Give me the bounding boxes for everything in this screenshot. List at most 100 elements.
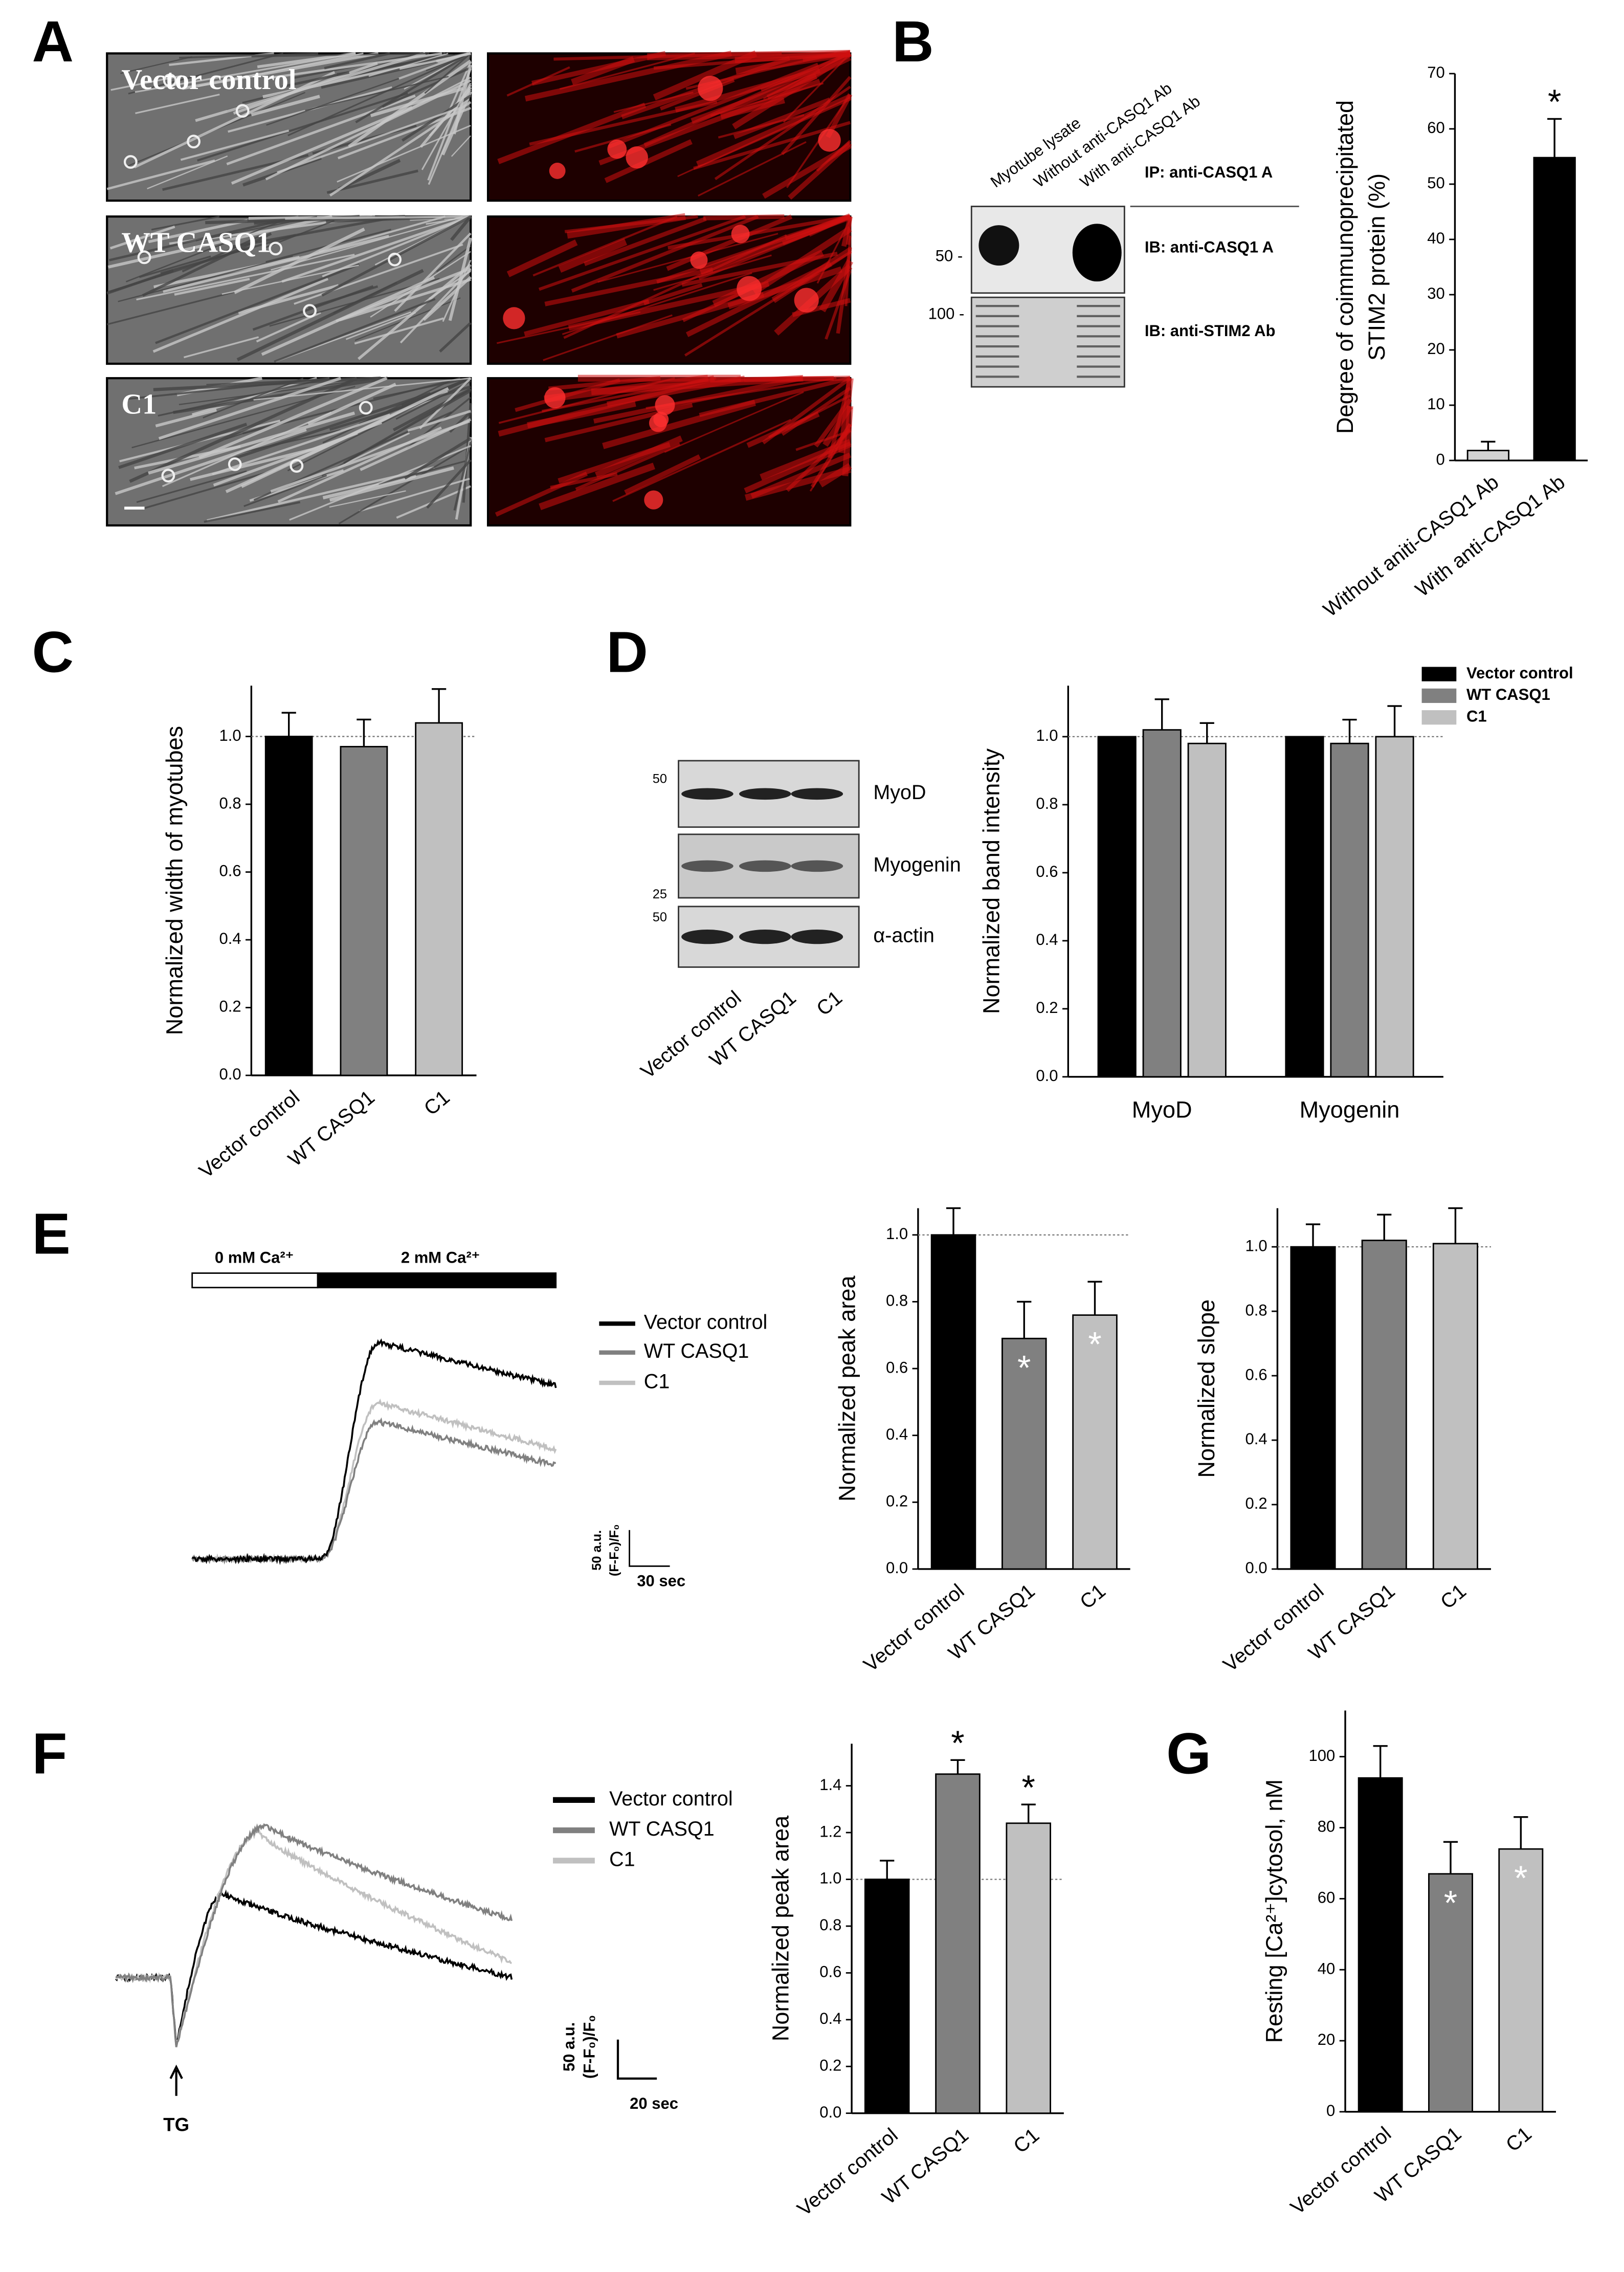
mw-marker: 25 bbox=[653, 887, 667, 901]
y-tick-label: 0.2 bbox=[1036, 999, 1058, 1017]
band bbox=[739, 788, 791, 800]
cell-streak bbox=[204, 501, 301, 523]
error-bar bbox=[1021, 1803, 1036, 1823]
nucleus bbox=[549, 163, 566, 179]
fluor-streak bbox=[574, 123, 672, 153]
bar bbox=[1330, 742, 1369, 1078]
cell-streak bbox=[109, 225, 175, 250]
y-tick-label: 0.6 bbox=[819, 1963, 841, 1981]
y-tick-label: 0 bbox=[1436, 450, 1444, 468]
fluor-streak bbox=[571, 214, 759, 293]
fluor-streak bbox=[836, 247, 852, 334]
cell-streak bbox=[439, 322, 472, 353]
y-axis-label: STIM2 protein (%) bbox=[1364, 173, 1390, 361]
cell-streak bbox=[370, 87, 463, 118]
y-tick-label: 0.0 bbox=[1245, 1559, 1267, 1577]
nucleus bbox=[544, 387, 566, 409]
band bbox=[681, 860, 733, 872]
x-tick-label: Vector control bbox=[1286, 2123, 1395, 2219]
y-tick-label: 0.6 bbox=[1036, 863, 1058, 880]
x-tick-label: Vector control bbox=[859, 1580, 968, 1677]
y-tick-label: 0.8 bbox=[1036, 795, 1058, 812]
fluor-streak bbox=[558, 238, 628, 273]
error-bar bbox=[1448, 1207, 1463, 1244]
row-label: C1 bbox=[121, 389, 157, 421]
y-tick-label: 0.8 bbox=[1245, 1301, 1267, 1319]
y-tick-label: 20 bbox=[1318, 2031, 1336, 2048]
panel-label: B bbox=[892, 9, 934, 74]
cell-streak bbox=[182, 233, 265, 273]
legend-swatch bbox=[1421, 688, 1457, 703]
y-tick-label: 0.8 bbox=[819, 1916, 841, 1934]
trace bbox=[191, 1338, 557, 1565]
cell-streak bbox=[118, 423, 248, 469]
band bbox=[739, 860, 791, 872]
nucleus bbox=[794, 288, 819, 313]
error-bar bbox=[1481, 440, 1496, 451]
cell-streak bbox=[231, 215, 399, 249]
bar bbox=[1006, 1822, 1051, 2114]
x-tick-label: MyoD bbox=[1132, 1096, 1192, 1122]
bar bbox=[1432, 1243, 1478, 1570]
y-tick-label: 1.0 bbox=[219, 726, 241, 744]
legend-swatch bbox=[1421, 710, 1457, 725]
cell-streak bbox=[321, 215, 472, 297]
bar bbox=[1361, 1240, 1407, 1570]
blot-row-label: IB: anti-STIM2 Ab bbox=[1145, 322, 1276, 340]
band bbox=[681, 788, 733, 800]
cell-streak bbox=[158, 377, 342, 440]
x-tick-label: Myogenin bbox=[1300, 1096, 1400, 1122]
fluor-streak bbox=[668, 214, 851, 250]
fluor-streak bbox=[524, 299, 650, 337]
fluor-streak bbox=[584, 216, 707, 267]
bar bbox=[1097, 736, 1137, 1078]
cell-streak bbox=[139, 255, 211, 278]
fluor-streak bbox=[696, 94, 852, 168]
bar bbox=[1142, 729, 1182, 1078]
cell-streak bbox=[148, 411, 355, 475]
cell-streak bbox=[453, 64, 472, 135]
band bbox=[739, 930, 791, 944]
y-tick-label: 10 bbox=[1427, 395, 1445, 413]
y-tick-label: 60 bbox=[1427, 119, 1445, 137]
fluor-streak bbox=[677, 97, 851, 178]
y-tick-label: 0.8 bbox=[886, 1292, 908, 1310]
cell-streak bbox=[343, 388, 472, 464]
fluor-streak bbox=[495, 471, 588, 517]
cell-streak bbox=[197, 92, 408, 162]
cell-streak bbox=[179, 52, 319, 59]
cell-body bbox=[269, 241, 283, 256]
row-label: WT CASQ1 bbox=[121, 227, 271, 259]
fluor-streak bbox=[559, 52, 695, 90]
bar bbox=[1358, 1777, 1403, 2113]
fluor-streak bbox=[693, 121, 851, 170]
cell-streak bbox=[198, 377, 388, 459]
fluor-streak bbox=[543, 314, 673, 361]
cell-streak bbox=[359, 477, 470, 512]
error-bar bbox=[1087, 1281, 1102, 1315]
cell-body bbox=[303, 304, 317, 318]
cell-streak bbox=[155, 263, 360, 344]
cell-streak bbox=[326, 169, 418, 194]
cell-body bbox=[235, 104, 250, 118]
error-bar bbox=[950, 1759, 965, 1774]
fluor-streak bbox=[602, 400, 756, 449]
mw-marker: 50 bbox=[653, 771, 667, 786]
cell-streak bbox=[324, 52, 390, 70]
fluor-streak bbox=[562, 272, 752, 335]
y-tick-label: 0.0 bbox=[1036, 1067, 1058, 1085]
cell-streak bbox=[106, 269, 174, 295]
cell-streak bbox=[107, 291, 235, 325]
legend-label: Vector control bbox=[1466, 664, 1573, 682]
row-label: Vector control bbox=[121, 64, 296, 96]
fluor-streak bbox=[766, 56, 852, 100]
significance-mark: * bbox=[951, 1724, 964, 1762]
y-tick-label: 0.6 bbox=[219, 862, 241, 880]
fluor-streak bbox=[664, 391, 804, 453]
blot-row-label: Myogenin bbox=[873, 853, 961, 876]
band bbox=[681, 930, 733, 944]
cell-streak bbox=[136, 254, 355, 301]
fluor-streak bbox=[506, 239, 578, 277]
band bbox=[978, 225, 1019, 266]
